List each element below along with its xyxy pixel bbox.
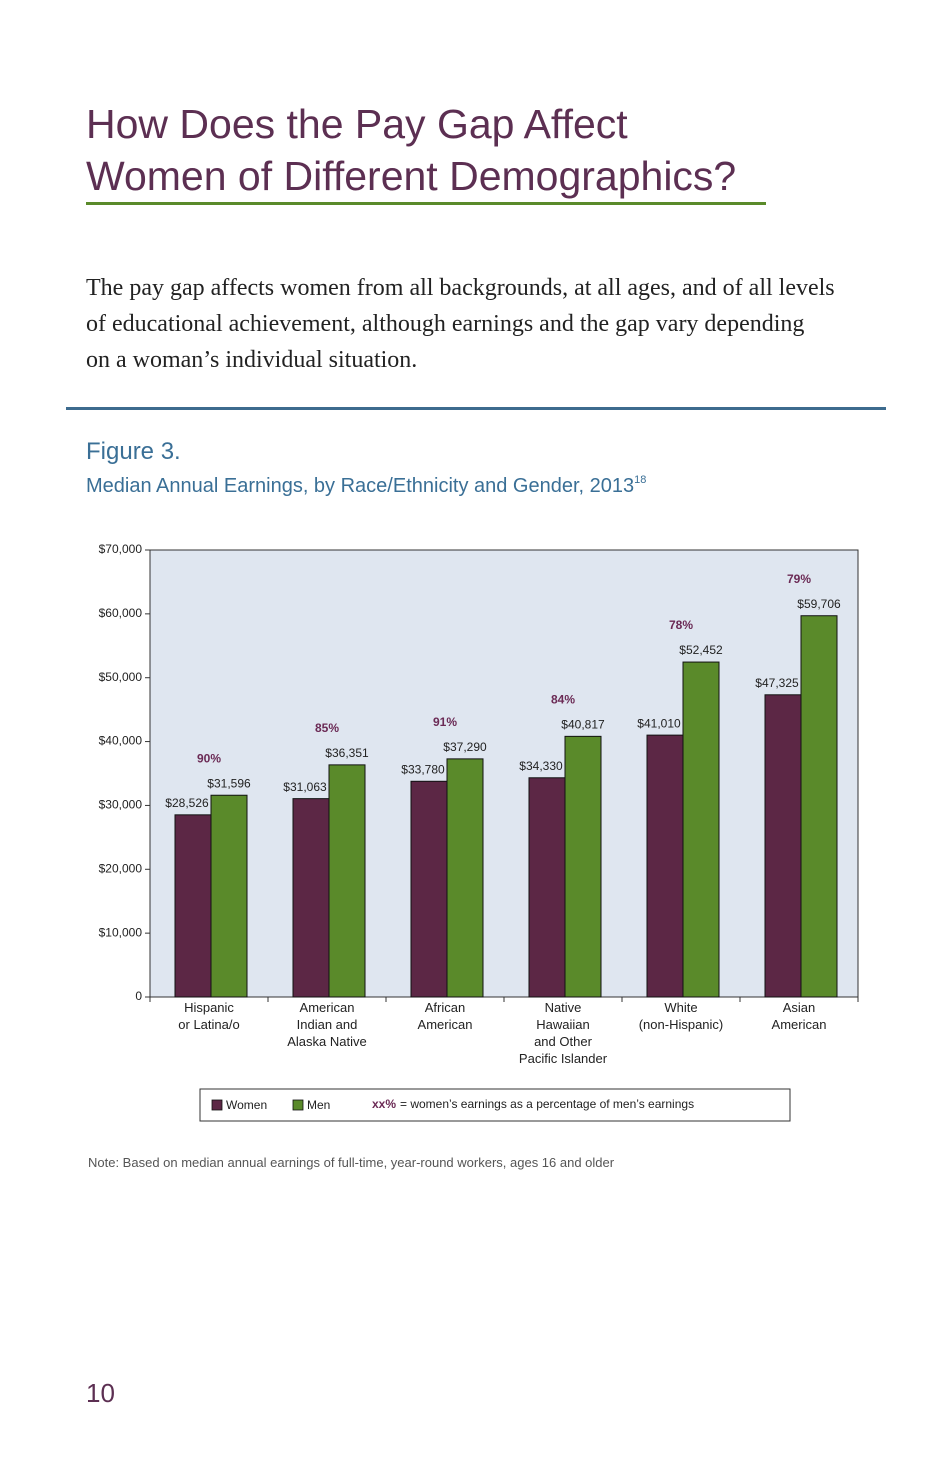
bar bbox=[646, 734, 684, 998]
bar bbox=[446, 758, 484, 998]
value-label: $34,330 bbox=[519, 759, 563, 773]
x-tick-label: Hispanic or Latina/o bbox=[178, 1000, 240, 1032]
figure-note: Note: Based on median annual earnings of… bbox=[88, 1155, 615, 1170]
legend-key: xx% bbox=[372, 1097, 396, 1111]
intro-line: of educational achievement, although ear… bbox=[86, 311, 805, 337]
chart: 0 $10,000 $20,000 $30,000 $40,000 $50,000 $60,… bbox=[99, 542, 859, 1122]
y-tick-label: $50,000 bbox=[99, 670, 143, 684]
figure-title-text: Median Annual Earnings, by Race/Ethnicit… bbox=[86, 475, 635, 497]
legend-label: Men bbox=[307, 1098, 330, 1112]
y-tick-label: $30,000 bbox=[99, 798, 143, 812]
bar bbox=[328, 764, 366, 998]
bar bbox=[210, 794, 248, 998]
bar bbox=[764, 694, 802, 998]
value-label: $33,780 bbox=[401, 762, 445, 776]
value-label: $41,010 bbox=[637, 716, 681, 730]
bar bbox=[682, 661, 720, 998]
bar bbox=[800, 615, 838, 998]
page-title: How Does the Pay Gap Affect Women of Dif… bbox=[86, 98, 736, 202]
title-line: How Does the Pay Gap Affect bbox=[86, 101, 628, 147]
value-label: $31,596 bbox=[207, 776, 251, 790]
intro-paragraph: The pay gap affects women from all backg… bbox=[86, 270, 835, 378]
plot-area bbox=[149, 549, 859, 998]
y-tick-label: 0 bbox=[135, 989, 142, 1003]
value-label: $31,063 bbox=[283, 780, 327, 794]
page-number: 10 bbox=[86, 1378, 115, 1408]
legend-swatch bbox=[211, 1099, 223, 1111]
value-label: $47,325 bbox=[755, 676, 799, 690]
ratio-label: 78% bbox=[669, 618, 693, 632]
section-rule bbox=[66, 407, 886, 410]
title-rule bbox=[86, 202, 766, 205]
footnote-ref: 18 bbox=[634, 474, 647, 486]
value-label: $28,526 bbox=[165, 796, 209, 810]
bar bbox=[564, 735, 602, 998]
value-label: $52,452 bbox=[679, 643, 723, 657]
x-tick-label: Native Hawaiian and Other Pacific Island… bbox=[518, 1000, 608, 1066]
figure-title: Median Annual Earnings, by Race/Ethnicit… bbox=[86, 474, 646, 498]
value-label: $37,290 bbox=[443, 740, 487, 754]
x-tick-label: Asian American bbox=[771, 1000, 827, 1032]
figure-label: Figure 3. bbox=[86, 438, 181, 465]
bar bbox=[292, 798, 330, 998]
value-label: $40,817 bbox=[561, 718, 605, 732]
legend-note: = women’s earnings as a percentage of me… bbox=[400, 1097, 694, 1111]
title-line: Women of Different Demographics? bbox=[86, 153, 737, 199]
y-tick-label: $70,000 bbox=[99, 542, 143, 556]
bar bbox=[528, 777, 566, 998]
bar bbox=[410, 780, 448, 998]
legend-label: Women bbox=[226, 1098, 267, 1112]
bar bbox=[174, 814, 212, 998]
value-label: $36,351 bbox=[325, 746, 369, 760]
ratio-label: 90% bbox=[197, 751, 221, 765]
intro-line: The pay gap affects women from all backg… bbox=[86, 275, 835, 301]
x-tick-label: American Indian and Alaska Native bbox=[287, 1000, 367, 1049]
x-tick-label: White (non-Hispanic) bbox=[638, 1000, 724, 1032]
intro-line: on a woman’s individual situation. bbox=[86, 347, 418, 373]
ratio-label: 84% bbox=[551, 693, 575, 707]
y-tick-label: $40,000 bbox=[99, 734, 143, 748]
ratio-label: 79% bbox=[787, 572, 811, 586]
legend-swatch bbox=[292, 1099, 304, 1111]
ratio-label: 85% bbox=[315, 721, 339, 735]
y-tick-label: $10,000 bbox=[99, 925, 143, 939]
value-label: $59,706 bbox=[797, 597, 841, 611]
ratio-label: 91% bbox=[433, 715, 457, 729]
y-tick-label: $60,000 bbox=[99, 606, 143, 620]
x-tick-label: African American bbox=[417, 1000, 473, 1032]
y-tick-label: $20,000 bbox=[99, 861, 143, 875]
